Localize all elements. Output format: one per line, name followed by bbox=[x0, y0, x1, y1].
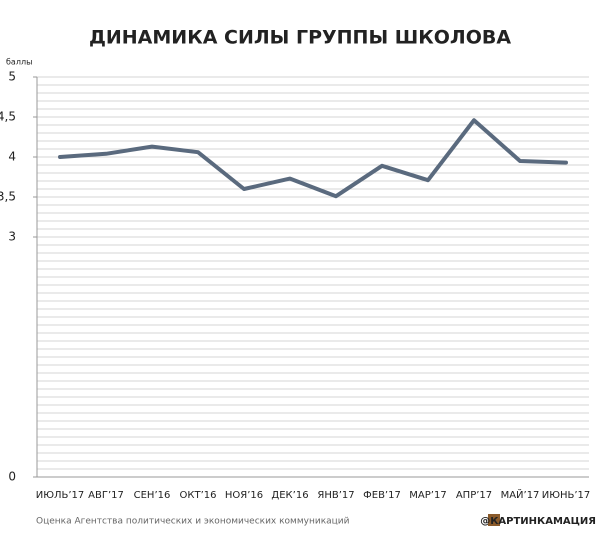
x-tick-label: ИЮЛЬ’17 bbox=[36, 490, 85, 501]
y-unit: баллы bbox=[6, 58, 32, 67]
x-tick-label: АВГ’17 bbox=[88, 490, 124, 501]
data-line bbox=[58, 118, 568, 199]
x-tick-label: ЯНВ’17 bbox=[317, 490, 354, 501]
y-tick-label: 3,5 bbox=[0, 190, 16, 204]
x-tick-label: ОКТ’16 bbox=[180, 490, 217, 501]
x-tick-label: СЕН’16 bbox=[134, 490, 171, 501]
x-tick-label: МАЙ’17 bbox=[501, 488, 540, 501]
chart-title: ДИНАМИКА СИЛЫ ГРУППЫ ШКОЛОВА bbox=[89, 27, 511, 49]
source: Оценка Агентства политических и экономич… bbox=[36, 517, 350, 527]
x-tick-label: ИЮНЬ’17 bbox=[542, 490, 591, 501]
x-tick-label: ФЕВ’17 bbox=[363, 490, 401, 501]
y-tick-label: 4 bbox=[8, 150, 16, 164]
y-tick-label: 0 bbox=[8, 470, 16, 484]
credit-icon bbox=[488, 514, 500, 526]
credit: @КАРТИНКАМАЦИЯ bbox=[480, 516, 596, 527]
x-tick-label: НОЯ’16 bbox=[225, 490, 263, 501]
y-tick-label: 4,5 bbox=[0, 110, 16, 124]
x-tick-label: МАР’17 bbox=[409, 490, 446, 501]
x-tick-label: АПР’17 bbox=[456, 490, 492, 501]
y-tick-label: 3 bbox=[8, 230, 16, 244]
y-tick-label: 5 bbox=[8, 70, 16, 84]
x-tick-label: ДЕК’16 bbox=[271, 490, 308, 501]
